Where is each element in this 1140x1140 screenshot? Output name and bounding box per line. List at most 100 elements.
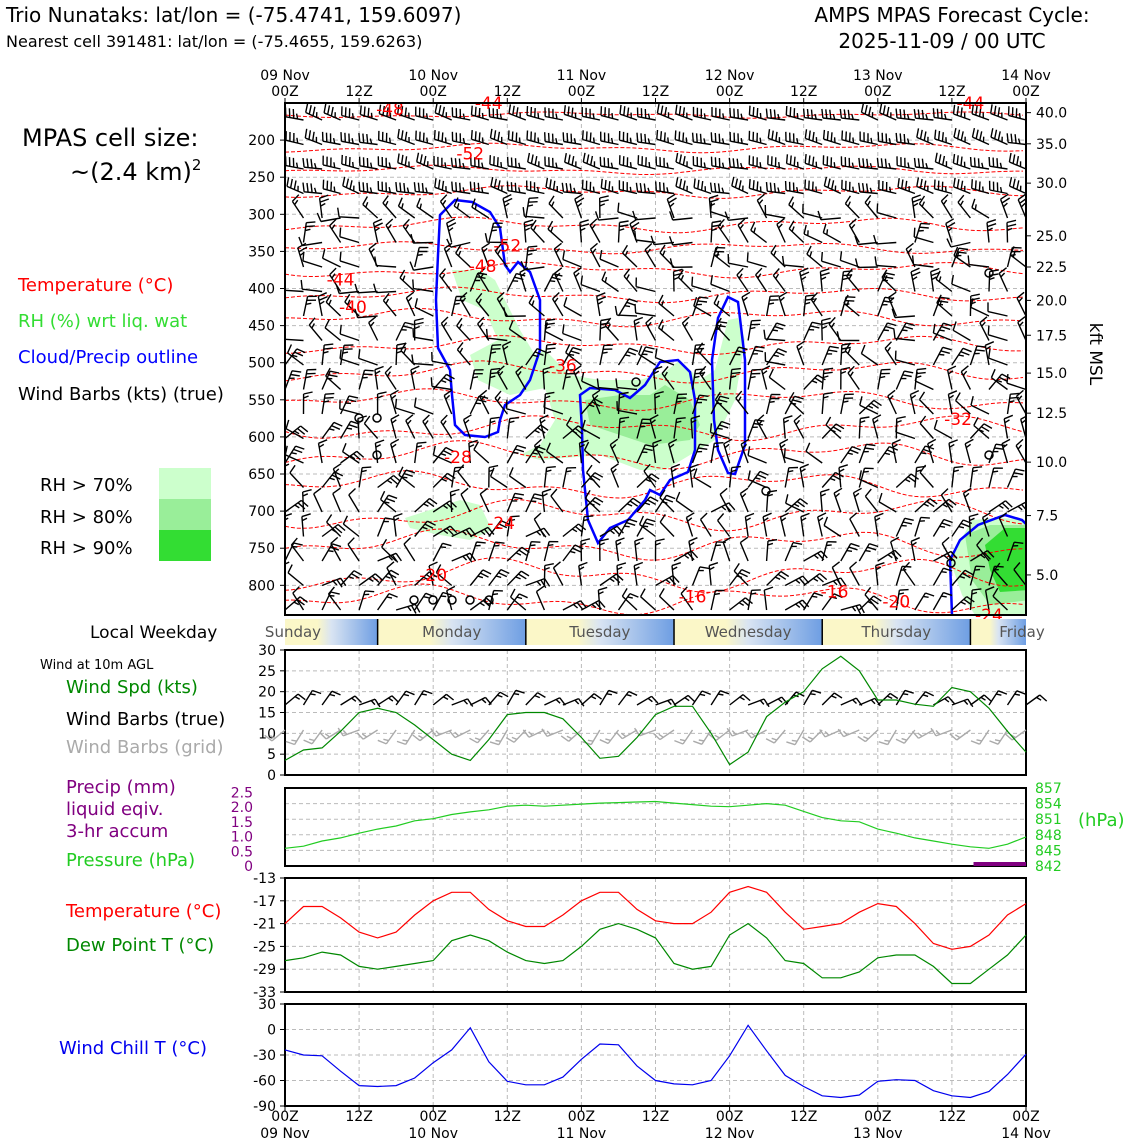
upper-wind-barb [617, 298, 638, 317]
upper-wind-barb [508, 104, 527, 121]
upper-wind-barb [932, 346, 952, 366]
true-wind-barb [599, 689, 618, 706]
upper-wind-barb [302, 391, 313, 415]
upper-wind-barb [446, 585, 456, 611]
upper-wind-barb [914, 371, 934, 391]
upper-wind-barb [766, 570, 790, 587]
upper-wind-barb [902, 561, 916, 586]
grid-wind-barb [522, 729, 545, 738]
upper-wind-barb [562, 467, 577, 488]
pressure-line [284, 800, 1027, 849]
upper-wind-barb [785, 105, 804, 121]
upper-wind-barb [714, 391, 731, 415]
true-wind-barb [302, 689, 322, 706]
upper-wind-barb [840, 156, 860, 170]
upper-wind-barb [1020, 415, 1026, 439]
grid-wind-barb [337, 727, 360, 737]
upper-wind-barb [932, 518, 953, 537]
upper-wind-barb [765, 322, 786, 341]
upper-wind-barb [1006, 392, 1020, 415]
panel-y-tick-label: 5 [267, 747, 276, 763]
upper-wind-barb [622, 244, 638, 268]
upper-wind-barb [981, 512, 991, 537]
upper-wind-barb [693, 178, 712, 195]
upper-wind-barb [806, 245, 823, 268]
weekday-segment [970, 619, 1026, 645]
upper-wind-barb [597, 586, 608, 611]
upper-wind-barb [530, 219, 545, 243]
height-tick-label: 15.0 [1036, 366, 1067, 382]
upper-wind-barb [446, 218, 457, 243]
upper-wind-barb [508, 467, 527, 489]
upper-wind-barb [689, 463, 699, 488]
upper-wind-barb [563, 105, 582, 121]
upper-wind-barb [854, 235, 878, 246]
upper-wind-barb [984, 341, 995, 366]
upper-wind-barb [710, 275, 730, 293]
upper-wind-barb [543, 343, 556, 366]
wind-speed-panel: 0 5 10 15 20 25 30 [258, 643, 1048, 784]
legend-wind-spd: Wind Spd (kts) [66, 677, 198, 698]
true-wind-barb [284, 693, 306, 706]
true-wind-barb [691, 690, 711, 706]
upper-wind-barb [740, 438, 750, 464]
upper-wind-barb [412, 279, 434, 293]
upper-wind-barb [656, 129, 675, 146]
height-tick-label: 7.5 [1036, 509, 1058, 525]
calm-wind-circle [484, 595, 494, 605]
upper-wind-barb [793, 414, 805, 439]
true-wind-barb [784, 691, 805, 706]
legend-precip-2: liquid eqiv. [66, 799, 163, 820]
temperature-label: -52 [456, 144, 484, 164]
upper-wind-barb [562, 369, 577, 390]
cross-section-axes: 200 250 300 350 400 450 500 550 600 650 700 750 800 4… [248, 68, 1067, 594]
upper-wind-barb [756, 193, 768, 219]
upper-wind-barb [562, 346, 582, 366]
upper-wind-barb [840, 393, 854, 415]
upper-wind-barb [600, 106, 619, 121]
upper-wind-barb [390, 438, 400, 464]
upper-wind-barb [285, 241, 286, 243]
upper-wind-barb [1008, 152, 1026, 170]
upper-wind-barb [340, 132, 360, 146]
calm-wind-circle [946, 558, 956, 568]
upper-wind-barb [910, 537, 920, 562]
upper-wind-barb [940, 194, 953, 219]
upper-wind-barb [821, 392, 833, 415]
legend-pressure: Pressure (hPa) [66, 850, 195, 871]
upper-wind-barb [715, 317, 731, 341]
upper-wind-barb [919, 464, 934, 488]
upper-wind-barb [308, 317, 323, 341]
grid-wind-barb [599, 729, 620, 745]
upper-wind-barb [543, 563, 554, 586]
upper-wind-barb [561, 182, 582, 195]
temperature-contour-line [285, 335, 1024, 356]
upper-wind-barb [544, 156, 564, 170]
upper-wind-barb [339, 399, 360, 415]
upper-wind-barb [747, 589, 761, 611]
upper-wind-barb [285, 315, 286, 316]
pressure-unit-label: (hPa) [1078, 810, 1125, 831]
upper-wind-barb [953, 177, 971, 195]
upper-wind-barb [785, 154, 804, 170]
calm-wind-circle [984, 450, 994, 460]
upper-wind-barb [374, 365, 384, 390]
upper-wind-barb [322, 155, 341, 170]
upper-wind-barb [456, 317, 471, 341]
upper-wind-barb [372, 218, 383, 243]
upper-wind-barb [840, 445, 861, 464]
upper-wind-barb [317, 292, 328, 317]
temperature-panel: -33 -29 -25 -21 -17 -13 [253, 871, 1027, 1001]
upper-wind-barb [432, 446, 455, 464]
upper-wind-barb [573, 267, 583, 292]
dewpoint-line [284, 922, 1027, 985]
panel-y-tick-label: 20 [258, 685, 276, 701]
upper-wind-barb [708, 562, 719, 586]
weekday-segment [674, 619, 823, 645]
upper-wind-barb [1017, 193, 1026, 219]
temperature-contour-line [285, 307, 1024, 328]
upper-wind-barb [951, 569, 974, 586]
temperature-label: -16 [679, 587, 707, 607]
upper-wind-barb [692, 156, 712, 170]
legend-windchill: Wind Chill T (°C) [59, 1038, 207, 1059]
